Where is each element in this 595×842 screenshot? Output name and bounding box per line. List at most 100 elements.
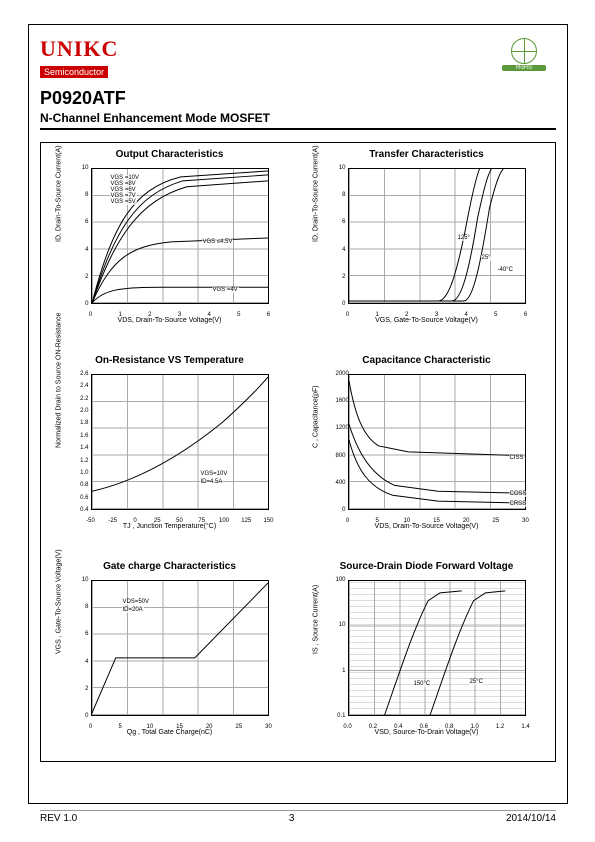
rohs-badge: RoHS: [502, 38, 546, 74]
x-tick: 1.2: [496, 724, 504, 730]
y-tick: 2: [79, 686, 89, 692]
y-tick: 1200: [336, 425, 346, 431]
logo: UNIKC Semiconductor: [40, 36, 118, 80]
y-axis-label: VGS , Gate-To-Source Voltage(V): [55, 549, 62, 654]
y-tick: 0.6: [79, 495, 89, 501]
title-rule: [40, 128, 556, 130]
x-axis-label: VDS, Drain-To-Source Voltage(V): [375, 523, 479, 530]
title-block: P0920ATF N-Channel Enhancement Mode MOSF…: [40, 88, 556, 125]
y-tick: 1.4: [79, 445, 89, 451]
x-tick: 6: [524, 312, 527, 318]
chart-annotation: 150°C: [413, 681, 432, 687]
y-tick: 0: [79, 301, 89, 307]
chart-annotation: VGS=10V: [200, 471, 229, 477]
x-tick: 0.0: [343, 724, 351, 730]
curves: [349, 169, 525, 303]
chart-plot: VGS , Gate-To-Source Voltage(V)VDS=50VID…: [65, 574, 275, 734]
y-tick: 0.8: [79, 482, 89, 488]
axes: 125° 25° -40°C: [348, 168, 526, 304]
globe-icon: [511, 38, 537, 64]
chart-annotation: COSS: [509, 491, 528, 497]
rohs-label: RoHS: [502, 65, 546, 71]
y-tick: 8: [79, 604, 89, 610]
x-tick: 0: [89, 312, 92, 318]
chart-annotation: VDS=50V: [122, 599, 151, 605]
y-axis-label: Normalized Drain to Source ON-Resistance: [55, 313, 62, 448]
y-tick: 1.6: [79, 433, 89, 439]
y-tick: 4: [336, 247, 346, 253]
x-tick: 100: [219, 518, 229, 524]
chart-annotation: 25°: [481, 255, 492, 261]
y-tick: 2.4: [79, 383, 89, 389]
chart-plot: ID, Drain-To-Source Current(A)125°25°-40…: [322, 162, 532, 322]
y-tick: 4: [79, 659, 89, 665]
chart-annotation: 125°: [457, 235, 471, 241]
chart-plot: IS , Source Current(A)150°C25°C0.00.20.4…: [322, 574, 532, 734]
footer: REV 1.0 3 2014/10/14: [40, 810, 556, 824]
chart-annotation: VGS =4V: [212, 287, 239, 293]
charts-panel: Output CharacteristicsID, Drain-To-Sourc…: [40, 142, 556, 762]
chart-cell: Capacitance Characteristic C , Capacitanc…: [298, 349, 555, 555]
part-subtitle: N-Channel Enhancement Mode MOSFET: [40, 111, 556, 125]
y-tick: 10: [79, 577, 89, 583]
y-axis-label: ID, Drain-To-Source Current(A): [55, 146, 62, 242]
curves: [349, 375, 525, 509]
brand-name: UNIKC: [40, 36, 118, 62]
axes: VDS=50V ID=20A: [91, 580, 269, 716]
y-tick: 8: [336, 192, 346, 198]
chart-plot: Normalized Drain to Source ON-Resistance…: [65, 368, 275, 528]
y-tick: 6: [336, 219, 346, 225]
y-tick: 0: [336, 507, 346, 513]
x-tick: 30: [265, 724, 272, 730]
chart-annotation: 25°C: [469, 679, 484, 685]
chart-cell: Transfer CharacteristicsID, Drain-To-Sou…: [298, 143, 555, 349]
x-tick: 6: [267, 312, 270, 318]
y-tick: 6: [79, 631, 89, 637]
x-axis-label: TJ , Junction Temperature(°C): [123, 523, 216, 530]
y-tick: 10: [336, 622, 346, 628]
chart-annotation: VGS ≤4.5V: [202, 239, 234, 245]
x-tick: 0: [89, 724, 92, 730]
x-axis-label: VDS, Drain-To-Source Voltage(V): [118, 317, 222, 324]
charts-grid: Output CharacteristicsID, Drain-To-Sourc…: [41, 143, 555, 761]
x-axis-label: Qg , Total Gate Charge(nC): [127, 729, 212, 736]
y-axis-label: C , Capacitance(pF): [312, 385, 319, 448]
y-tick: 2: [336, 274, 346, 280]
chart-cell: On-Resistance VS Temperature Normalized D…: [41, 349, 298, 555]
chart-plot: C , Capacitance(pF)CISSCOSSCRSS051015202…: [322, 368, 532, 528]
y-tick: 0.1: [336, 713, 346, 719]
y-axis-label: ID, Drain-To-Source Current(A): [312, 146, 319, 242]
chart-title: On-Resistance VS Temperature: [49, 355, 290, 366]
chart-annotation: ID=4.5A: [200, 479, 224, 485]
chart-annotation: -40°C: [497, 267, 514, 273]
axes: 150°C 25°C: [348, 580, 526, 716]
y-tick: 1.2: [79, 458, 89, 464]
chart-cell: Output CharacteristicsID, Drain-To-Sourc…: [41, 143, 298, 349]
y-tick: 6: [79, 219, 89, 225]
y-tick: 0: [79, 713, 89, 719]
y-tick: 2.2: [79, 396, 89, 402]
chart-cell: Source-Drain Diode Forward VoltageIS , S…: [298, 555, 555, 761]
x-tick: 150: [263, 518, 273, 524]
curves: [92, 581, 268, 715]
footer-date: 2014/10/14: [506, 813, 556, 824]
y-tick: 10: [336, 165, 346, 171]
y-tick: 2.6: [79, 371, 89, 377]
x-axis-label: VGS, Gate-To-Source Voltage(V): [375, 317, 478, 324]
axes: VGS=10V ID=4.5A: [91, 374, 269, 510]
y-tick: 1.8: [79, 420, 89, 426]
x-tick: 0: [346, 518, 349, 524]
chart-title: Capacitance Characteristic: [306, 355, 547, 366]
chart-title: Output Characteristics: [49, 149, 290, 160]
axes: CISSCOSSCRSS: [348, 374, 526, 510]
chart-cell: Gate charge CharacteristicsVGS , Gate-To…: [41, 555, 298, 761]
y-tick: 800: [336, 453, 346, 459]
header: UNIKC Semiconductor RoHS: [40, 36, 556, 80]
y-tick: 1.0: [79, 470, 89, 476]
y-tick: 0: [336, 301, 346, 307]
chart-annotation: ID=20A: [122, 607, 144, 613]
x-tick: 30: [522, 518, 529, 524]
y-tick: 1: [336, 668, 346, 674]
chart-title: Transfer Characteristics: [306, 149, 547, 160]
y-tick: 10: [79, 165, 89, 171]
